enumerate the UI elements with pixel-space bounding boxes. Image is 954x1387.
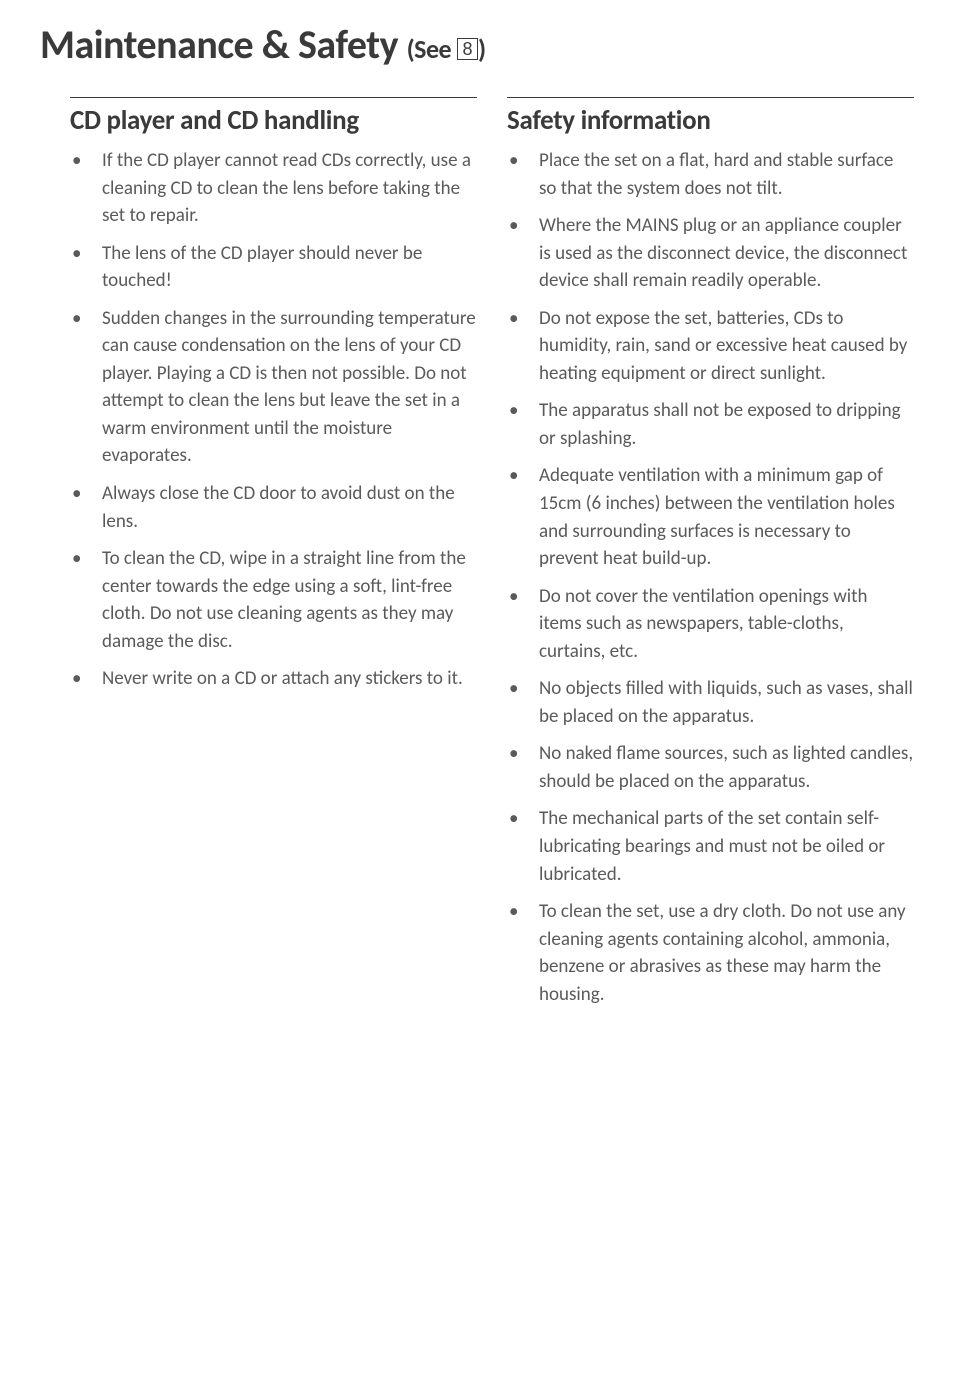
right-column: Safety information Place the set on a fl… (507, 97, 914, 1018)
cd-handling-list: If the CD player cannot read CDs correct… (70, 147, 477, 693)
title-close: ) (478, 33, 486, 65)
page-title: Maintenance & Safety (See 8) (40, 20, 914, 69)
list-item: Place the set on a flat, hard and stable… (507, 147, 914, 202)
list-item: Do not cover the ventilation openings wi… (507, 583, 914, 666)
left-rule (70, 97, 477, 98)
figure-ref-box: 8 (457, 38, 479, 60)
right-rule (507, 97, 914, 98)
title-see-text: (See (407, 33, 457, 65)
cd-handling-heading: CD player and CD handling (70, 104, 477, 137)
list-item: To clean the CD, wipe in a straight line… (70, 545, 477, 655)
columns: CD player and CD handling If the CD play… (40, 97, 914, 1018)
list-item: No naked flame sources, such as lighted … (507, 740, 914, 795)
list-item: Never write on a CD or attach any sticke… (70, 665, 477, 693)
list-item: Do not expose the set, batteries, CDs to… (507, 305, 914, 388)
list-item: Adequate ventilation with a minimum gap … (507, 462, 914, 572)
list-item: The apparatus shall not be exposed to dr… (507, 397, 914, 452)
list-item: Sudden changes in the surrounding temper… (70, 305, 477, 470)
list-item: The lens of the CD player should never b… (70, 240, 477, 295)
list-item: The mechanical parts of the set contain … (507, 805, 914, 888)
safety-heading: Safety information (507, 104, 914, 137)
title-see: (See 8) (407, 33, 486, 65)
list-item: To clean the set, use a dry cloth. Do no… (507, 898, 914, 1008)
safety-list: Place the set on a flat, hard and stable… (507, 147, 914, 1008)
list-item: Where the MAINS plug or an appliance cou… (507, 212, 914, 295)
title-main: Maintenance & Safety (40, 20, 398, 69)
left-column: CD player and CD handling If the CD play… (70, 97, 477, 1018)
list-item: If the CD player cannot read CDs correct… (70, 147, 477, 230)
list-item: No objects filled with liquids, such as … (507, 675, 914, 730)
list-item: Always close the CD door to avoid dust o… (70, 480, 477, 535)
